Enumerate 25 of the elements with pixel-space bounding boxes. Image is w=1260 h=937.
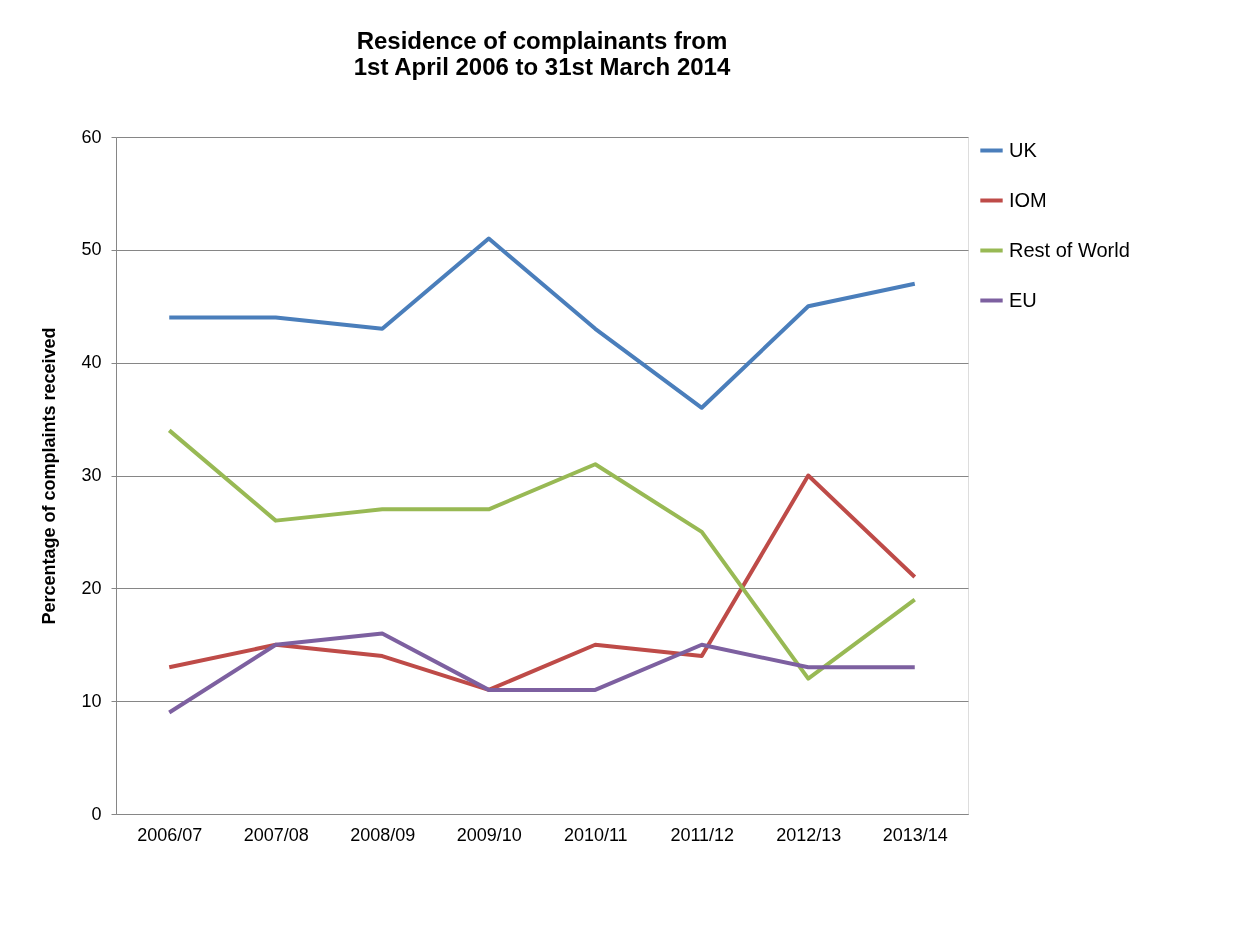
line-series xyxy=(167,631,917,715)
y-tick-label: 50 xyxy=(81,239,102,260)
y-tick-label: 40 xyxy=(81,352,102,373)
x-tick-label: 2011/12 xyxy=(670,824,735,845)
line-series xyxy=(167,236,917,410)
x-tick-label: 2007/08 xyxy=(243,824,309,845)
x-tick-label: 2009/10 xyxy=(456,824,522,845)
legend-label: UK xyxy=(1009,138,1038,161)
y-tick-label: 20 xyxy=(81,577,102,598)
x-tick-label: 2006/07 xyxy=(137,824,203,845)
y-tick-label: 10 xyxy=(81,690,102,711)
x-tick-label: 2013/14 xyxy=(882,824,948,845)
chart-title: Residence of complainants from 1st April 2006 to 31st March 2014 xyxy=(353,27,731,80)
y-tick-label: 30 xyxy=(81,465,102,485)
y-tick-label: 0 xyxy=(91,803,102,824)
line-series xyxy=(167,428,917,681)
legend-label: EU xyxy=(1009,288,1037,311)
y-tick-label: 60 xyxy=(81,126,102,147)
legend-label: IOM xyxy=(1009,188,1047,211)
x-tick-label: 2012/13 xyxy=(776,824,842,845)
legend-label: Rest of World xyxy=(1009,238,1130,261)
line-series xyxy=(167,473,917,692)
x-tick-label: 2008/09 xyxy=(350,824,416,845)
x-tick-label: 2010/11 xyxy=(563,824,628,845)
y-axis-title: Percentage of complaints received xyxy=(39,327,60,625)
